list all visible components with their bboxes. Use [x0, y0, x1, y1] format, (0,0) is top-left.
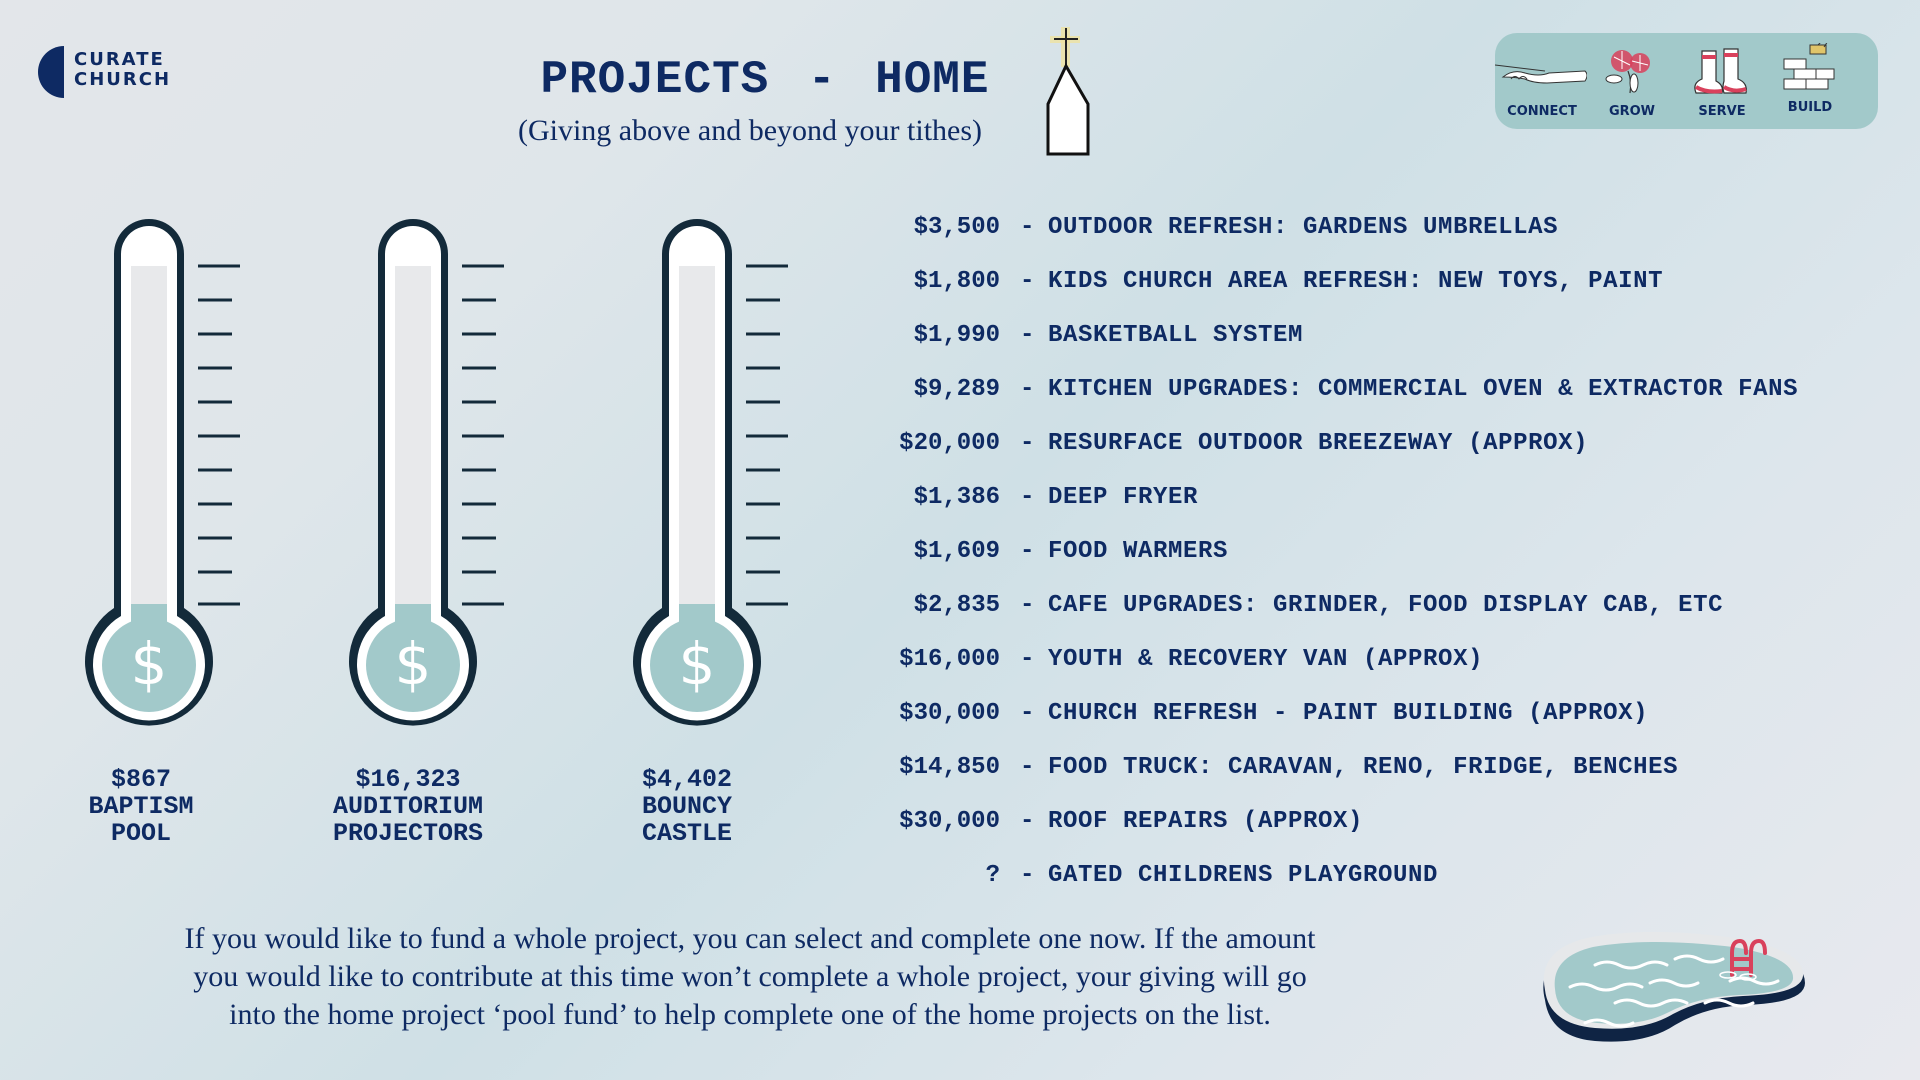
- project-description: DEEP FRYER: [1048, 484, 1199, 511]
- tick-marks: [746, 264, 788, 606]
- separator: -: [1020, 646, 1035, 673]
- values-panel: CONNECT GROW SERVE: [1495, 33, 1878, 129]
- value-label: CONNECT: [1507, 104, 1577, 119]
- tick-marks: [198, 264, 240, 606]
- handshake-icon: [1495, 64, 1587, 84]
- project-row: $30,000- CHURCH REFRESH - PAINT BUILDING …: [860, 692, 1900, 746]
- project-amount: ?: [985, 862, 1000, 889]
- project-description: YOUTH & RECOVERY VAN (APPROX): [1048, 646, 1484, 673]
- dollar-icon: $: [395, 630, 432, 698]
- project-row: $1,609- FOOD WARMERS: [860, 530, 1900, 584]
- thermometer-name: BOUNCY: [641, 792, 732, 821]
- separator: -: [1020, 430, 1035, 457]
- value-connect: CONNECT: [1495, 41, 1587, 125]
- half-circle-logo-icon: [38, 46, 64, 98]
- project-amount: $20,000: [899, 430, 1000, 457]
- separator: -: [1020, 268, 1035, 295]
- separator: -: [1020, 538, 1035, 565]
- project-row: $20,000- RESURFACE OUTDOOR BREEZEWAY (APP…: [860, 422, 1900, 476]
- separator: -: [1020, 808, 1035, 835]
- value-label: GROW: [1608, 104, 1656, 119]
- thermometer-auditorium-projectors: $: [344, 218, 544, 738]
- separator: -: [1020, 322, 1035, 349]
- project-description: OUTDOOR REFRESH: GARDENS UMBRELLAS: [1048, 214, 1559, 241]
- thermometer-name: PROJECTORS: [332, 819, 484, 848]
- separator: -: [1020, 754, 1035, 781]
- gumboots-icon: [1694, 48, 1747, 94]
- church-steeple-icon: [1040, 24, 1096, 156]
- thermometer-name: CASTLE: [641, 819, 732, 848]
- project-row: $1,386- DEEP FRYER: [860, 476, 1900, 530]
- logo-line-1: CURATE: [74, 49, 165, 70]
- bricks-icon: [1783, 43, 1835, 90]
- thermometer-bouncy-castle: $: [628, 218, 828, 738]
- page-title: PROJECTS - HOME: [540, 54, 990, 106]
- project-amount: $9,289: [913, 376, 1000, 403]
- flower-icon: [1605, 50, 1650, 94]
- info-paragraph: If you would like to fund a whole projec…: [90, 920, 1410, 1034]
- thermometer-name: AUDITORIUM: [332, 792, 484, 821]
- logo-line-2: CHURCH: [74, 69, 172, 90]
- thermometer-amount: $4,402: [641, 765, 732, 794]
- project-description: FOOD TRUCK: CARAVAN, RENO, FRIDGE, BENCH…: [1048, 754, 1679, 781]
- value-label: BUILD: [1787, 100, 1833, 115]
- thermometer-label-baptism-pool: $867 BAPTISM POOL: [11, 766, 271, 847]
- project-list: $3,500- OUTDOOR REFRESH: GARDENS UMBRELLA…: [860, 206, 1900, 908]
- thermometer-label-bouncy-castle: $4,402 BOUNCY CASTLE: [557, 766, 817, 847]
- project-amount: $1,990: [913, 322, 1000, 349]
- project-amount: $2,835: [913, 592, 1000, 619]
- separator: -: [1020, 862, 1035, 889]
- project-description: ROOF REPAIRS (APPROX): [1048, 808, 1364, 835]
- project-row: $1,990- BASKETBALL SYSTEM: [860, 314, 1900, 368]
- project-amount: $30,000: [899, 700, 1000, 727]
- value-label: SERVE: [1698, 104, 1746, 119]
- separator: -: [1020, 592, 1035, 619]
- project-description: RESURFACE OUTDOOR BREEZEWAY (APPROX): [1048, 430, 1589, 457]
- thermometer-amount: $867: [110, 765, 171, 794]
- swimming-pool-icon: [1525, 915, 1810, 1055]
- project-amount: $30,000: [899, 808, 1000, 835]
- project-description: KITCHEN UPGRADES: COMMERCIAL OVEN & EXTR…: [1048, 376, 1799, 403]
- paragraph-line: you would like to contribute at this tim…: [193, 960, 1307, 993]
- project-description: KIDS CHURCH AREA REFRESH: NEW TOYS, PAIN…: [1048, 268, 1664, 295]
- project-amount: $16,000: [899, 646, 1000, 673]
- project-description: BASKETBALL SYSTEM: [1048, 322, 1304, 349]
- project-row: $30,000- ROOF REPAIRS (APPROX): [860, 800, 1900, 854]
- project-description: GATED CHILDRENS PLAYGROUND: [1048, 862, 1439, 889]
- project-description: CAFE UPGRADES: GRINDER, FOOD DISPLAY CAB…: [1048, 592, 1724, 619]
- thermometer-label-auditorium-projectors: $16,323 AUDITORIUM PROJECTORS: [278, 766, 538, 847]
- paragraph-line: If you would like to fund a whole projec…: [184, 922, 1316, 955]
- project-amount: $3,500: [913, 214, 1000, 241]
- dollar-icon: $: [679, 630, 716, 698]
- thermometer-name: BAPTISM: [88, 792, 194, 821]
- separator: -: [1020, 700, 1035, 727]
- project-amount: $14,850: [899, 754, 1000, 781]
- project-amount: $1,386: [913, 484, 1000, 511]
- value-grow: GROW: [1587, 41, 1677, 125]
- project-row: ? - GATED CHILDRENS PLAYGROUND: [860, 854, 1900, 908]
- thermometer-name: POOL: [110, 819, 171, 848]
- thermometer-baptism-pool: $: [80, 218, 280, 738]
- project-description: FOOD WARMERS: [1048, 538, 1229, 565]
- project-amount: $1,609: [913, 538, 1000, 565]
- curate-church-logo: CURATE CHURCH: [38, 46, 178, 98]
- project-row: $2,835- CAFE UPGRADES: GRINDER, FOOD DISP…: [860, 584, 1900, 638]
- page-subtitle: (Giving above and beyond your tithes): [517, 114, 983, 147]
- value-serve: SERVE: [1677, 41, 1767, 125]
- value-build: BUILD: [1765, 37, 1855, 121]
- project-description: CHURCH REFRESH - PAINT BUILDING (APPROX): [1048, 700, 1649, 727]
- separator: -: [1020, 214, 1035, 241]
- tick-marks: [462, 264, 504, 606]
- project-row: $16,000- YOUTH & RECOVERY VAN (APPROX): [860, 638, 1900, 692]
- project-row: $14,850- FOOD TRUCK: CARAVAN, RENO, FRIDG…: [860, 746, 1900, 800]
- paragraph-line: into the home project ‘pool fund’ to hel…: [229, 998, 1271, 1031]
- dollar-icon: $: [131, 630, 168, 698]
- project-row: $3,500- OUTDOOR REFRESH: GARDENS UMBRELLA…: [860, 206, 1900, 260]
- project-row: $1,800- KIDS CHURCH AREA REFRESH: NEW TOY…: [860, 260, 1900, 314]
- separator: -: [1020, 484, 1035, 511]
- project-amount: $1,800: [913, 268, 1000, 295]
- project-row: $9,289- KITCHEN UPGRADES: COMMERCIAL OVEN…: [860, 368, 1900, 422]
- separator: -: [1020, 376, 1035, 403]
- thermometer-amount: $16,323: [355, 765, 461, 794]
